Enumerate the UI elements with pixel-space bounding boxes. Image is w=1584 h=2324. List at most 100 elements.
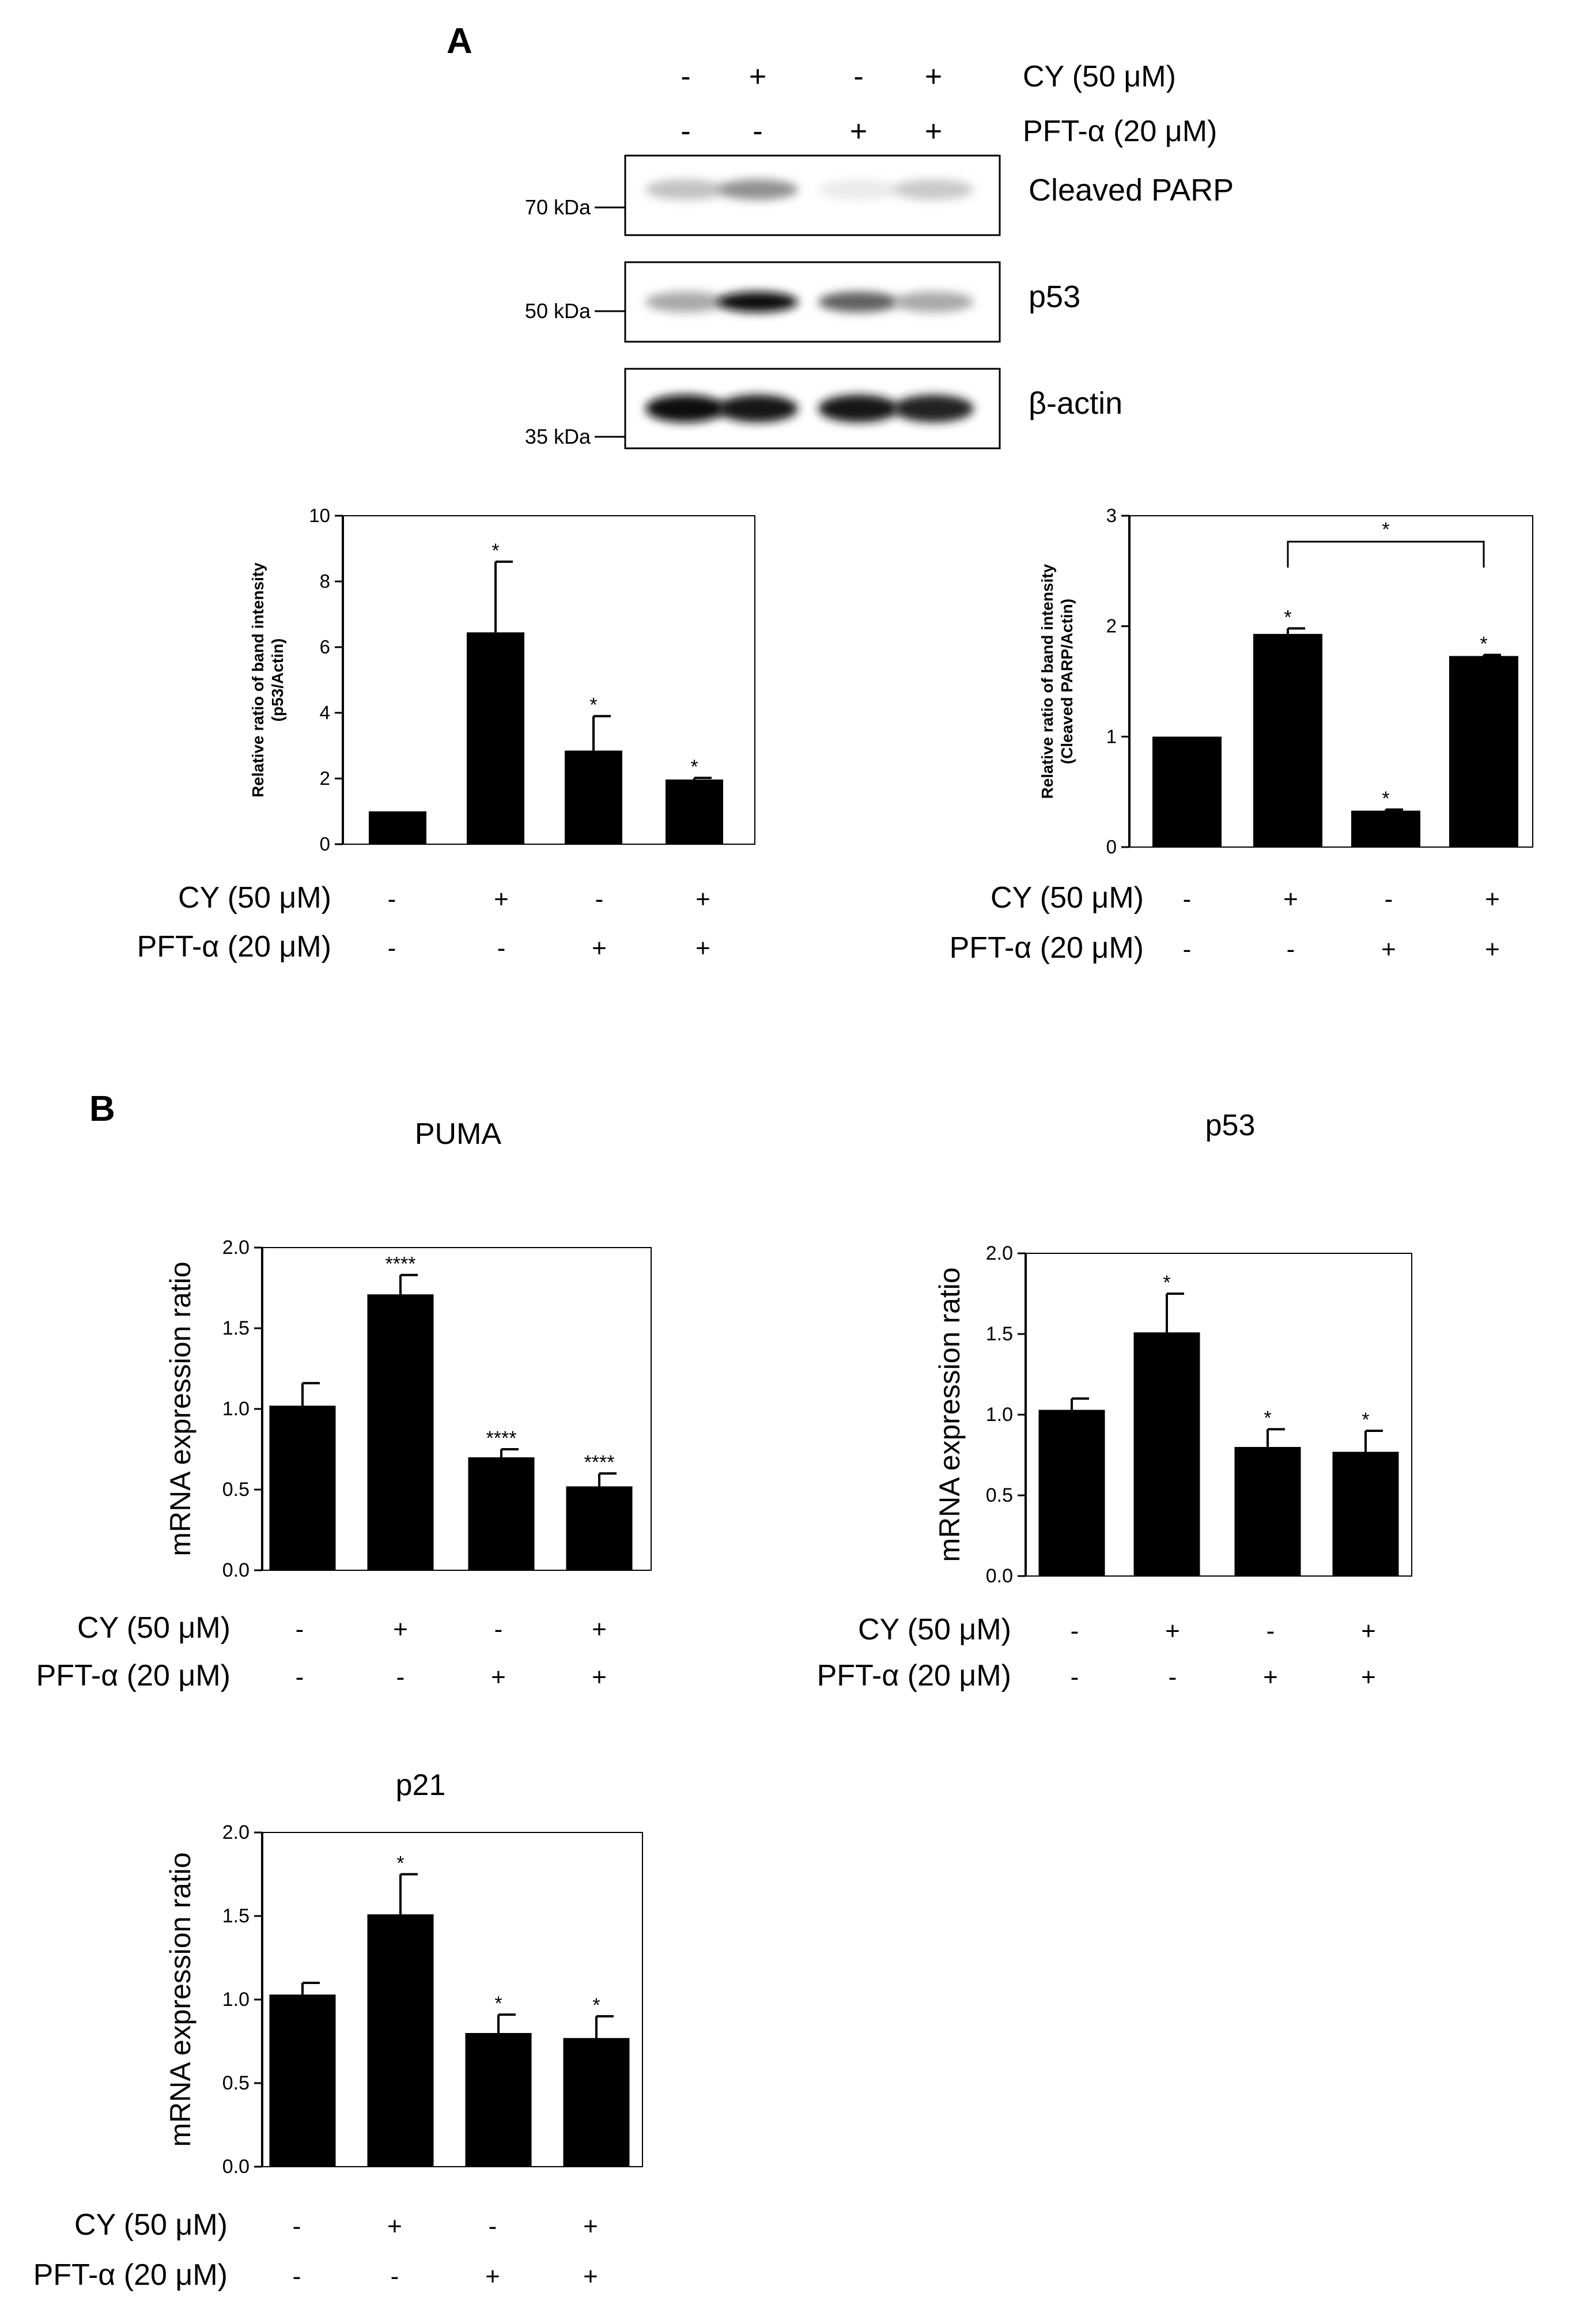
chart-1-bar-3 (1449, 656, 1518, 847)
chart-3-cy-sign-1: + (1165, 1617, 1180, 1645)
chart-2-title: PUMA (415, 1117, 502, 1151)
panel-label-b: B (89, 1089, 115, 1129)
chart-3-star-1: * (1163, 1272, 1170, 1294)
chart-1-pft-sign-3: + (1485, 935, 1500, 963)
chart-0-ylabel: Relative ratio of band intensity (p53/Act… (249, 562, 286, 798)
chart-2-ytick-label-3: 1.5 (222, 1317, 249, 1339)
chart-0-ytick-label-4: 8 (320, 570, 330, 592)
chart-0-ytick-label-0: 0 (320, 833, 330, 855)
chart-3-pft-sign-2: + (1263, 1663, 1278, 1691)
chart-4-ytick-label-4: 2.0 (222, 1822, 249, 1843)
chart-0-ytick-label-3: 6 (320, 636, 330, 657)
blot-band-0-lane-2 (818, 179, 899, 200)
blot-band-0-lane-3 (893, 179, 974, 200)
chart-2-cy-sign-2: - (494, 1615, 503, 1643)
chart-1-ylabel-line-1: (Cleaved PARP/Actin) (1058, 599, 1076, 764)
chart-3-cy-sign-2: - (1267, 1617, 1275, 1645)
blot-band-1-lane-1 (717, 292, 798, 312)
chart-1-cy-sign-0: - (1183, 885, 1192, 913)
chart-1-cy-label: CY (50 μM) (991, 881, 1144, 915)
chart-4-ytick-label-3: 1.5 (222, 1905, 249, 1927)
blot-band-label-0: Cleaved PARP (1029, 173, 1234, 207)
chart-0: 0 2 4 6 8 10 Relative ratio of band intensity(… (137, 505, 755, 963)
chart-3-pft-sign-3: + (1361, 1663, 1376, 1691)
chart-2-star-2: **** (486, 1427, 517, 1449)
chart-1-bracket (1287, 541, 1485, 568)
chart-4-bar-3 (563, 2038, 630, 2167)
chart-3-cy-sign-0: - (1071, 1617, 1079, 1645)
chart-1-ytick-label-1: 1 (1106, 725, 1117, 747)
blot-band-label-2: β-actin (1029, 386, 1122, 421)
chart-4-pft-label: PFT-α (20 μM) (33, 2258, 228, 2292)
chart-4-ytick-label-0: 0.0 (222, 2156, 249, 2178)
chart-0-cy-sign-0: - (388, 885, 396, 913)
chart-3-bar-1 (1133, 1332, 1200, 1576)
chart-1-star-2: * (1382, 788, 1389, 810)
chart-4-pft-sign-1: - (391, 2262, 399, 2291)
chart-0-pft-sign-0: - (388, 934, 396, 962)
blot-sign-pft-1: - (753, 115, 762, 148)
chart-1-cy-sign-3: + (1485, 885, 1500, 913)
chart-2-bar-3 (566, 1486, 633, 1570)
chart-4-star-3: * (592, 1994, 600, 2016)
chart-3-star-3: * (1362, 1409, 1369, 1431)
chart-4-title: p21 (396, 1768, 446, 1802)
chart-3-bar-0 (1038, 1409, 1105, 1576)
blot-sign-cy-3: + (925, 60, 942, 93)
chart-3-cy-label: CY (50 μM) (858, 1613, 1011, 1646)
chart-1-ytick-label-2: 2 (1106, 615, 1117, 637)
chart-2-star-3: **** (584, 1452, 615, 1473)
chart-3-title: p53 (1205, 1109, 1256, 1142)
chart-2-ylabel: mRNA expression ratio (164, 1261, 196, 1556)
chart-2-cy-sign-1: + (393, 1615, 408, 1643)
chart-4-pft-sign-2: + (485, 2262, 500, 2291)
chart-0-ytick-label-2: 4 (320, 702, 330, 723)
chart-1-pft-sign-0: - (1183, 935, 1192, 963)
chart-4-pft-sign-0: - (293, 2262, 301, 2291)
chart-3-cy-sign-3: + (1361, 1617, 1376, 1645)
blot-sign-pft-3: + (925, 115, 942, 148)
chart-3-pft-label: PFT-α (20 μM) (817, 1659, 1011, 1692)
blot-band-0-lane-1 (717, 179, 798, 200)
chart-2-pft-sign-1: - (396, 1663, 405, 1691)
chart-2-pft-sign-3: + (592, 1663, 607, 1691)
chart-1: 0 1 2 3 Relative ratio of band intensity (Cle… (950, 505, 1533, 965)
chart-1-cy-sign-1: + (1283, 885, 1298, 913)
blot-band-2-lane-2 (818, 395, 899, 422)
blot-treatment-label-pft: PFT-α (20 μM) (1023, 115, 1217, 148)
chart-2-pft-sign-0: - (296, 1663, 304, 1691)
chart-4-ytick-label-1: 0.5 (222, 2072, 249, 2094)
blot-sign-pft-2: + (850, 115, 867, 148)
chart-4-bar-0 (269, 1994, 336, 2167)
chart-4-cy-sign-2: - (489, 2212, 497, 2240)
chart-1-bar-1 (1253, 634, 1322, 847)
chart-3-ytick-label-2: 1.0 (986, 1404, 1013, 1426)
chart-3: p53 0.0 0.5 1.0 1.5 2.0 mRNA expression ratio *… (817, 1109, 1412, 1692)
chart-2-ytick-label-1: 0.5 (222, 1479, 249, 1501)
chart-1-pft-label: PFT-α (20 μM) (950, 931, 1144, 965)
chart-2-ytick-label-0: 0.0 (222, 1559, 249, 1581)
blot-band-2-lane-0 (645, 395, 726, 422)
chart-4-cy-sign-0: - (293, 2212, 301, 2240)
blot-marker-0: 70 kDa (525, 195, 591, 219)
chart-2-bar-1 (367, 1294, 434, 1570)
chart-1-bar-2 (1351, 810, 1420, 847)
chart-3-ytick-label-1: 0.5 (986, 1484, 1013, 1506)
blot-sign-cy-2: - (853, 60, 863, 93)
western-blot: - + - + CY (50 μM) - - + + PFT-α (20 μM) Cleaved P… (525, 60, 1234, 449)
chart-3-bar-3 (1332, 1452, 1399, 1576)
chart-3-ytick-label-3: 1.5 (986, 1323, 1013, 1345)
chart-1-star-1: * (1284, 607, 1291, 629)
chart-0-ytick-label-5: 10 (309, 505, 330, 526)
chart-4-ytick-label-2: 1.0 (222, 1989, 249, 2011)
chart-0-pft-label: PFT-α (20 μM) (137, 930, 331, 963)
chart-2-cy-sign-0: - (296, 1615, 304, 1643)
chart-2-pft-sign-2: + (491, 1663, 506, 1691)
bar-charts: 0 2 4 6 8 10 Relative ratio of band intensity(… (33, 505, 1533, 2292)
chart-0-bar-0 (369, 811, 426, 844)
chart-2-cy-label: CY (50 μM) (77, 1611, 230, 1645)
chart-1-bracket-star: * (1382, 519, 1389, 541)
chart-1-cy-sign-2: - (1385, 885, 1393, 913)
chart-3-ytick-label-0: 0.0 (986, 1565, 1013, 1587)
chart-3-pft-sign-1: - (1169, 1663, 1177, 1691)
